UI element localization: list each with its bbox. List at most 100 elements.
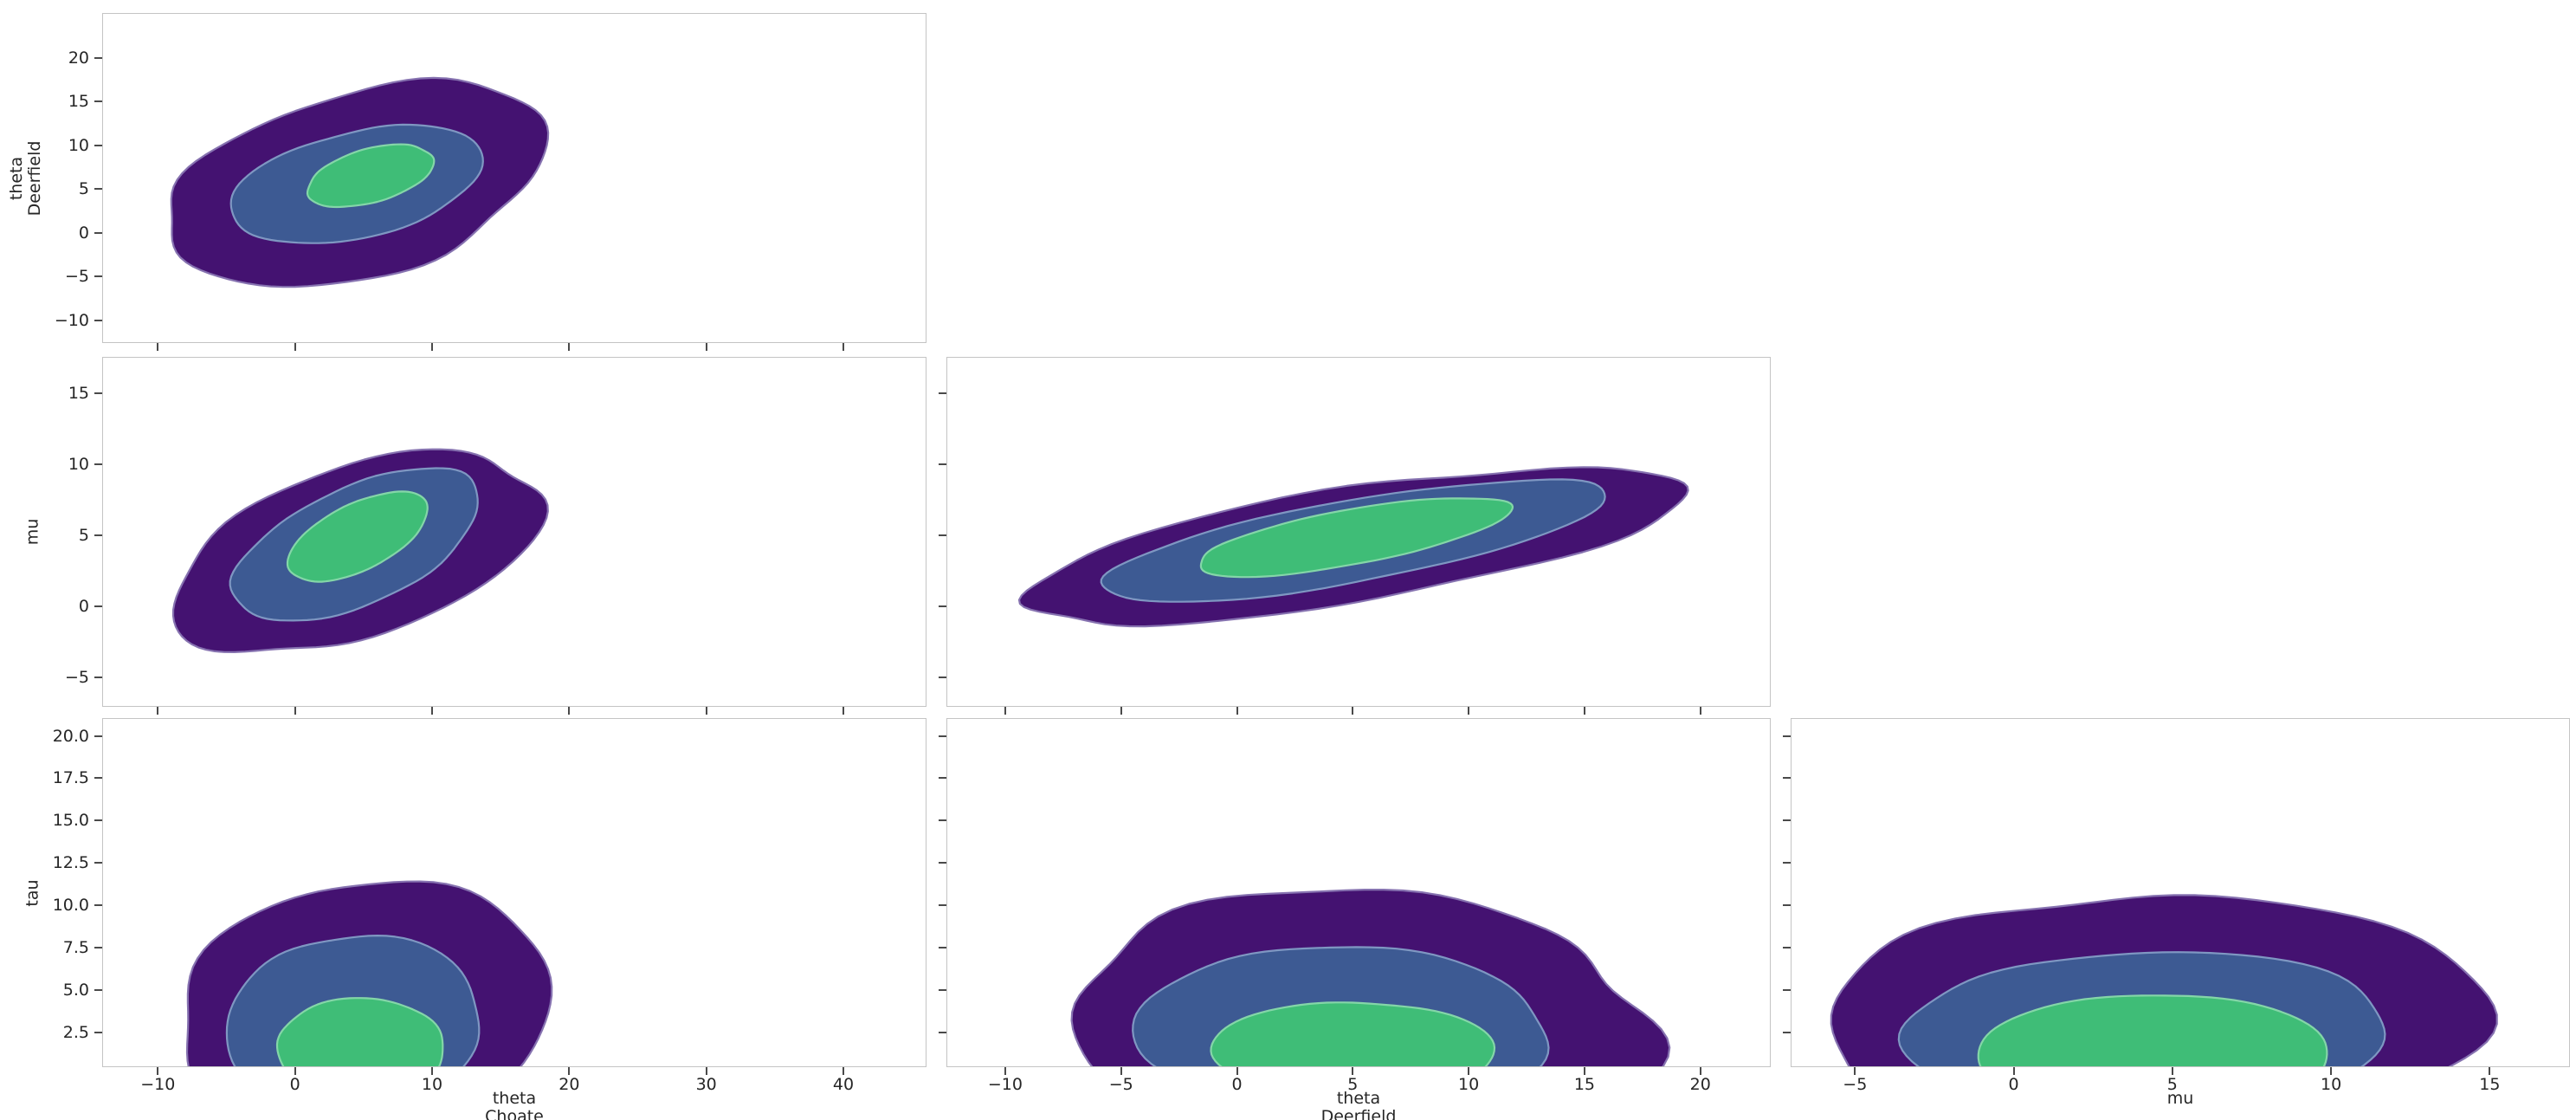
y-tick-label: 5 (78, 179, 89, 199)
x-tick-label: −5 (1108, 1075, 1133, 1094)
y-tick-mark (939, 677, 946, 679)
y-tick-label: 2.5 (62, 1022, 89, 1042)
x-tick-mark (705, 1067, 707, 1075)
kde-plot-canvas (1017, 466, 1689, 628)
y-tick-mark (939, 534, 946, 537)
y-axis-label: tau (23, 878, 42, 907)
y-tick-label: 20.0 (52, 726, 89, 746)
x-tick-mark (157, 343, 159, 351)
x-tick-mark (705, 707, 707, 715)
kde-contour-inner (1199, 497, 1514, 579)
x-tick-mark (568, 1067, 571, 1075)
y-tick-mark (939, 988, 946, 991)
y-tick-mark (94, 144, 102, 146)
x-tick-mark (157, 707, 159, 715)
y-tick-mark (939, 735, 946, 737)
y-tick-mark (94, 777, 102, 780)
x-axis-label: mu (2167, 1090, 2194, 1108)
y-tick-mark (94, 947, 102, 949)
kde-contour-inner (275, 997, 444, 1066)
x-tick-mark (843, 707, 844, 715)
y-tick-mark (94, 319, 102, 321)
y-axis-label-line: mu (23, 518, 42, 546)
kde-plot-canvas (185, 880, 553, 1066)
x-tick-mark (1352, 707, 1354, 715)
x-tick-label: −10 (987, 1075, 1023, 1094)
x-tick-mark (705, 343, 707, 351)
y-tick-label: 10 (68, 455, 89, 475)
y-tick-label: 10.0 (52, 896, 89, 916)
x-tick-label: 20 (1689, 1075, 1711, 1094)
x-tick-label: −5 (1843, 1075, 1868, 1094)
x-tick-mark (157, 1067, 159, 1075)
x-tick-mark (1352, 1067, 1354, 1075)
y-axis-label-line: Deerfield (25, 140, 44, 216)
y-tick-label: 20 (68, 48, 89, 68)
y-axis-label-line: tau (23, 878, 42, 907)
subplot-theta-deerfield-vs-theta-choate (102, 13, 926, 343)
x-tick-mark (2012, 1067, 2015, 1075)
y-tick-mark (94, 677, 102, 679)
subplot-mu-vs-theta-deerfield (946, 357, 1771, 707)
kde-contour-inner (286, 490, 429, 583)
x-tick-mark (843, 343, 844, 351)
y-tick-mark (1783, 904, 1791, 907)
y-tick-mark (94, 56, 102, 59)
y-tick-mark (94, 904, 102, 907)
x-axis-label-line: theta (1336, 1089, 1381, 1108)
x-tick-label: 20 (558, 1075, 580, 1094)
x-tick-label: −10 (140, 1075, 176, 1094)
y-tick-mark (939, 392, 946, 395)
kde-plot-canvas (1070, 889, 1671, 1066)
y-tick-label: 15.0 (52, 811, 89, 831)
y-tick-label: 15 (68, 92, 89, 112)
x-tick-mark (294, 343, 296, 351)
y-tick-mark (94, 392, 102, 395)
x-tick-mark (1120, 1067, 1122, 1075)
x-axis-label: theta Choate (485, 1090, 544, 1120)
y-tick-mark (94, 188, 102, 191)
y-tick-mark (94, 735, 102, 737)
y-tick-mark (939, 1031, 946, 1033)
y-tick-label: −10 (54, 310, 89, 330)
y-tick-mark (939, 819, 946, 822)
kde-contour-inner (1210, 1001, 1496, 1066)
y-tick-mark (1783, 1031, 1791, 1033)
y-tick-label: 0 (78, 597, 89, 617)
subplot-mu-vs-theta-choate (102, 357, 926, 707)
x-tick-mark (2489, 1067, 2491, 1075)
y-axis-label: mu (23, 518, 42, 546)
x-tick-mark (1468, 1067, 1470, 1075)
y-tick-mark (94, 988, 102, 991)
subplot-tau-vs-theta-choate (102, 718, 926, 1067)
x-tick-mark (1699, 1067, 1701, 1075)
x-tick-mark (2171, 1067, 2173, 1075)
y-tick-mark (94, 463, 102, 466)
x-tick-label: 5 (1347, 1075, 1359, 1094)
y-tick-mark (94, 819, 102, 822)
x-tick-mark (1468, 707, 1470, 715)
y-axis-label: theta Deerfield (7, 140, 44, 216)
x-tick-label: 5 (2166, 1075, 2178, 1094)
y-tick-mark (1783, 819, 1791, 822)
kde-plot-canvas (170, 76, 550, 288)
y-tick-label: 7.5 (62, 938, 89, 958)
y-tick-mark (1783, 862, 1791, 864)
y-tick-label: −5 (64, 267, 89, 287)
y-tick-label: 0 (78, 223, 89, 243)
y-tick-label: 10 (68, 135, 89, 155)
y-tick-mark (1783, 947, 1791, 949)
y-axis-label-line: theta (7, 156, 26, 200)
y-tick-mark (94, 275, 102, 278)
x-tick-mark (431, 343, 433, 351)
x-tick-mark (1583, 1067, 1585, 1075)
x-tick-mark (431, 1067, 433, 1075)
x-tick-label: 10 (2321, 1075, 2342, 1094)
y-tick-mark (94, 231, 102, 234)
kde-plot-canvas (1830, 894, 2498, 1066)
y-tick-mark (939, 947, 946, 949)
x-axis-label-line: Choate (485, 1107, 544, 1120)
y-tick-mark (94, 1031, 102, 1033)
x-tick-label: 15 (1573, 1075, 1595, 1094)
